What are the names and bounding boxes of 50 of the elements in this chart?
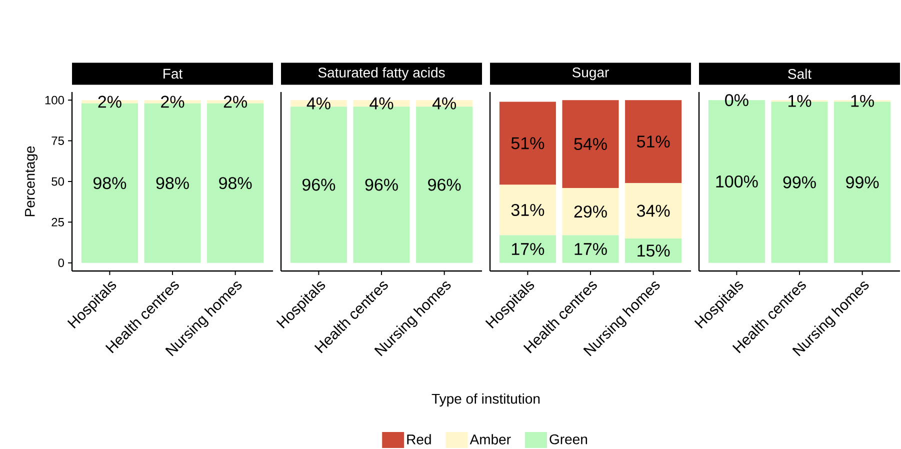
data-label: 4% [370, 97, 394, 110]
data-label: 99% [846, 176, 879, 188]
data-label: 4% [432, 97, 456, 110]
data-label: 99% [783, 176, 816, 188]
data-label: 1% [788, 94, 812, 107]
data-label: 17% [512, 243, 544, 255]
bar [499, 102, 556, 185]
data-label: 34% [636, 204, 670, 217]
data-label: 96% [302, 178, 336, 191]
bar [499, 184, 556, 236]
data-label: 96% [365, 178, 398, 191]
data-label: 98% [219, 177, 252, 190]
data-label: 2% [224, 96, 247, 108]
x-axis-title: Type of institution [432, 393, 540, 407]
y-tick-label: 25 [52, 218, 64, 226]
legend-label: Red [407, 434, 431, 444]
data-label: 100% [716, 175, 758, 188]
bar [625, 100, 682, 184]
data-label: 4% [306, 97, 330, 110]
data-label: 54% [574, 138, 607, 150]
data-label: 96% [428, 178, 461, 191]
y-tick-label: 75 [52, 136, 64, 145]
data-label: 31% [511, 204, 544, 216]
bar [499, 235, 556, 263]
bar [562, 188, 619, 236]
data-label: 1% [851, 94, 874, 107]
legend-label: Green [550, 434, 588, 444]
data-label: 29% [574, 206, 607, 218]
data-label: 2% [98, 96, 122, 108]
data-label: 0% [725, 94, 748, 106]
data-label: 2% [161, 96, 184, 108]
chart-title: Salt [788, 68, 812, 79]
y-tick-label: 100 [45, 96, 64, 104]
y-tick-label: 0 [58, 258, 64, 268]
bar [562, 100, 619, 188]
data-label: 51% [636, 136, 670, 148]
legend-label: Amber [470, 434, 511, 444]
y-axis-title: Percentage [25, 146, 38, 216]
y-tick-label: 50 [52, 177, 64, 186]
chart-title: Sugar [572, 67, 609, 80]
chart-title: Fat [164, 68, 183, 79]
chart-title: Saturated fatty acids [318, 67, 445, 80]
data-label: 98% [93, 177, 126, 190]
bar [625, 183, 682, 238]
bar [625, 238, 682, 263]
data-label: 98% [156, 177, 189, 190]
bar [562, 235, 619, 263]
data-label: 15% [638, 244, 670, 257]
data-label: 51% [511, 137, 544, 150]
data-label: 17% [574, 243, 607, 255]
